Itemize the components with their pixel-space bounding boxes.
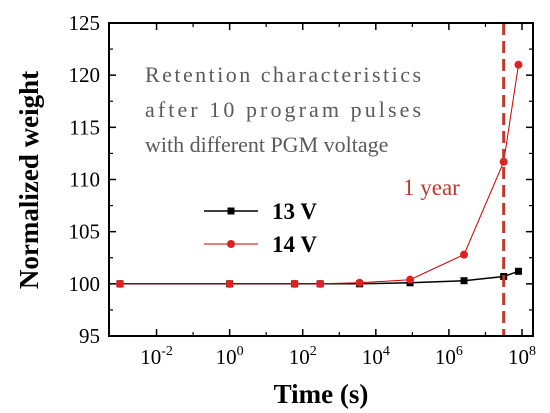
- series-point-1: [316, 279, 325, 288]
- series-point-1: [514, 60, 523, 69]
- legend-label-13v: 13 V: [272, 199, 317, 224]
- annotation-line-3: with different PGM voltage: [145, 132, 388, 157]
- y-tick-label: 125: [69, 11, 101, 35]
- y-axis-title: Normalized weight: [14, 71, 44, 289]
- x-tick-label: 108: [508, 344, 536, 369]
- series-point-1: [116, 279, 125, 288]
- series-point-1: [499, 157, 508, 166]
- x-tick-label: 100: [216, 344, 244, 369]
- x-tick-label: 10-2: [140, 344, 173, 369]
- series-point-0: [460, 277, 468, 285]
- series-point-1: [460, 250, 469, 259]
- series-point-1: [225, 279, 234, 288]
- series-point-1: [406, 275, 415, 284]
- series-point-1: [290, 279, 299, 288]
- x-tick-label: 102: [289, 344, 317, 369]
- legend-marker-13v: [227, 207, 235, 215]
- legend-label-14v: 14 V: [272, 232, 317, 257]
- x-axis-title: Time (s): [274, 379, 369, 409]
- y-tick-label: 95: [79, 324, 100, 348]
- y-tick-label: 115: [69, 115, 100, 139]
- x-tick-label: 104: [362, 344, 390, 369]
- legend: 13 V 14 V: [204, 199, 317, 257]
- series-point-1: [355, 278, 364, 287]
- y-tick-label: 100: [69, 272, 101, 296]
- annotation-line-1: Retention characteristics: [145, 62, 421, 87]
- y-tick-label: 105: [69, 220, 101, 244]
- x-tick-label: 106: [435, 344, 463, 369]
- series-point-0: [514, 267, 522, 275]
- y-tick-label: 120: [69, 63, 101, 87]
- legend-marker-14v: [227, 240, 235, 248]
- y-tick-label: 110: [69, 168, 100, 192]
- vline-label: 1 year: [403, 175, 460, 200]
- annotation-line-2: after 10 program pulses: [145, 97, 421, 122]
